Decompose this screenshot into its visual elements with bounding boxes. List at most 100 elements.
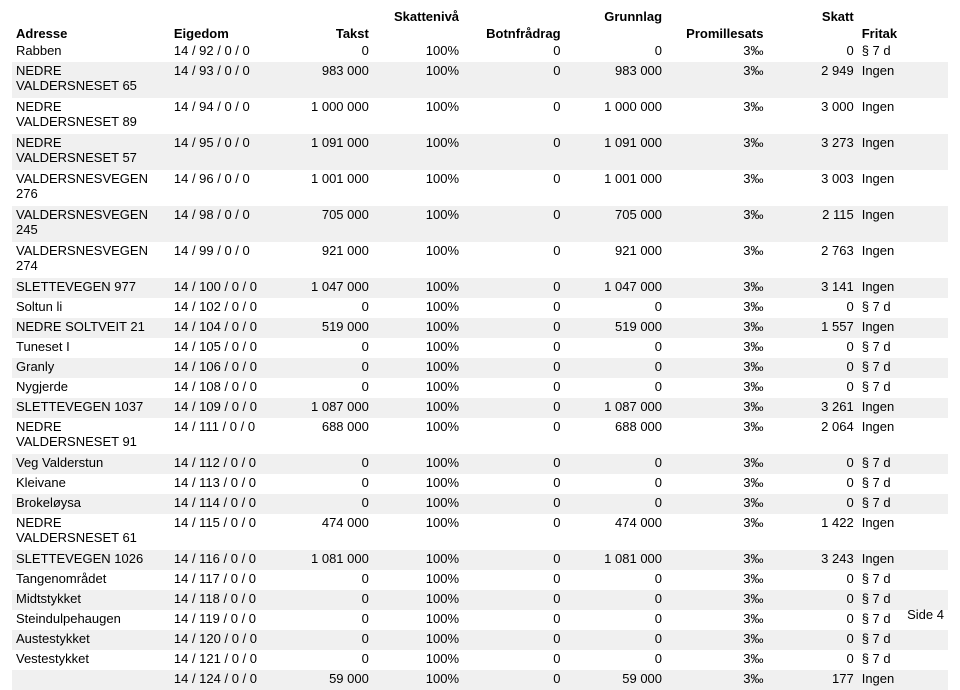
hdr-blank <box>666 8 767 25</box>
hdr-promillesats: Promillesats <box>666 25 767 42</box>
cell: Ingen <box>858 514 948 550</box>
cell: 0 <box>463 42 564 62</box>
cell: 100% <box>373 170 463 206</box>
cell: 3‰ <box>666 298 767 318</box>
cell: 0 <box>463 454 564 474</box>
table-header: Skattenivå Grunnlag Skatt Adresse Eigedo… <box>12 8 948 42</box>
table-row: SLETTEVEGEN 103714 / 109 / 0 / 01 087 00… <box>12 398 948 418</box>
cell: 0 <box>463 318 564 338</box>
cell: § 7 d <box>858 474 948 494</box>
cell: 14 / 118 / 0 / 0 <box>170 590 283 610</box>
cell: 921 000 <box>565 242 666 278</box>
cell: Ingen <box>858 550 948 570</box>
cell: 3‰ <box>666 378 767 398</box>
cell: 100% <box>373 398 463 418</box>
table-row: Nygjerde14 / 108 / 0 / 00100%003‰0§ 7 d <box>12 378 948 398</box>
cell: 0 <box>463 62 564 98</box>
hdr-eigedom: Eigedom <box>170 25 283 42</box>
cell: 983 000 <box>565 62 666 98</box>
cell: 100% <box>373 206 463 242</box>
cell: NEDREVALDERSNESET 61 <box>12 514 170 550</box>
cell: NEDREVALDERSNESET 89 <box>12 98 170 134</box>
cell: 3‰ <box>666 170 767 206</box>
cell: 3‰ <box>666 98 767 134</box>
cell: 14 / 105 / 0 / 0 <box>170 338 283 358</box>
hdr-botnfradrag: Botnfrådrag <box>463 25 564 42</box>
cell: 3‰ <box>666 418 767 454</box>
cell: VALDERSNESVEGEN245 <box>12 206 170 242</box>
cell: 14 / 102 / 0 / 0 <box>170 298 283 318</box>
cell: VALDERSNESVEGEN274 <box>12 242 170 278</box>
cell: 14 / 100 / 0 / 0 <box>170 278 283 298</box>
cell: 14 / 99 / 0 / 0 <box>170 242 283 278</box>
table-row: NEDREVALDERSNESET 6514 / 93 / 0 / 0983 0… <box>12 62 948 98</box>
table-row: Midtstykket14 / 118 / 0 / 00100%003‰0§ 7… <box>12 590 948 610</box>
cell: 177 <box>768 670 858 690</box>
cell: 1 001 000 <box>283 170 373 206</box>
cell: 3‰ <box>666 242 767 278</box>
cell: 3‰ <box>666 42 767 62</box>
cell: 0 <box>463 398 564 418</box>
hdr-takst: Takst <box>283 25 373 42</box>
cell: 100% <box>373 358 463 378</box>
cell: 0 <box>565 650 666 670</box>
cell: 14 / 109 / 0 / 0 <box>170 398 283 418</box>
hdr-blank <box>12 8 170 25</box>
cell: 3‰ <box>666 650 767 670</box>
cell: Ingen <box>858 278 948 298</box>
table-row: Kleivane14 / 113 / 0 / 00100%003‰0§ 7 d <box>12 474 948 494</box>
cell: 0 <box>463 338 564 358</box>
cell: 0 <box>463 98 564 134</box>
cell: 14 / 115 / 0 / 0 <box>170 514 283 550</box>
cell: 3‰ <box>666 358 767 378</box>
cell: 100% <box>373 98 463 134</box>
cell: 3‰ <box>666 670 767 690</box>
cell: 3‰ <box>666 278 767 298</box>
cell: 0 <box>463 590 564 610</box>
cell: 0 <box>283 42 373 62</box>
cell: 0 <box>463 630 564 650</box>
cell: 0 <box>463 650 564 670</box>
cell: § 7 d <box>858 378 948 398</box>
cell: 0 <box>565 378 666 398</box>
cell: 0 <box>463 514 564 550</box>
cell: Ingen <box>858 398 948 418</box>
cell: 3‰ <box>666 630 767 650</box>
cell: 0 <box>565 338 666 358</box>
cell: 0 <box>283 570 373 590</box>
cell: 0 <box>565 494 666 514</box>
cell: 3 000 <box>768 98 858 134</box>
cell: 3‰ <box>666 454 767 474</box>
cell: Rabben <box>12 42 170 62</box>
cell: 3‰ <box>666 590 767 610</box>
table-row: VALDERSNESVEGEN27414 / 99 / 0 / 0 921 000… <box>12 242 948 278</box>
table-row: NEDREVALDERSNESET 5714 / 95 / 0 / 01 091… <box>12 134 948 170</box>
cell: 3 141 <box>768 278 858 298</box>
cell: 705 000 <box>283 206 373 242</box>
cell: Ingen <box>858 62 948 98</box>
cell: Nygjerde <box>12 378 170 398</box>
cell: 705 000 <box>565 206 666 242</box>
cell: 0 <box>463 418 564 454</box>
cell: 3‰ <box>666 514 767 550</box>
cell: NEDREVALDERSNESET 91 <box>12 418 170 454</box>
cell: 0 <box>565 298 666 318</box>
cell: 14 / 92 / 0 / 0 <box>170 42 283 62</box>
cell: 3‰ <box>666 134 767 170</box>
hdr-fritak: Fritak <box>858 25 948 42</box>
cell: 100% <box>373 590 463 610</box>
cell: 0 <box>463 134 564 170</box>
cell: 0 <box>768 358 858 378</box>
cell: 2 763 <box>768 242 858 278</box>
cell: Soltun li <box>12 298 170 318</box>
cell: 0 <box>463 570 564 590</box>
table-row: Austestykket14 / 120 / 0 / 00100%003‰0§ … <box>12 630 948 650</box>
cell: 0 <box>463 550 564 570</box>
cell: 14 / 113 / 0 / 0 <box>170 474 283 494</box>
hdr-blank <box>858 8 948 25</box>
cell: VALDERSNESVEGEN276 <box>12 170 170 206</box>
table-row: NEDREVALDERSNESET 6114 / 115 / 0 / 0474 … <box>12 514 948 550</box>
cell: 1 047 000 <box>283 278 373 298</box>
cell: 0 <box>768 650 858 670</box>
cell: 1 081 000 <box>565 550 666 570</box>
